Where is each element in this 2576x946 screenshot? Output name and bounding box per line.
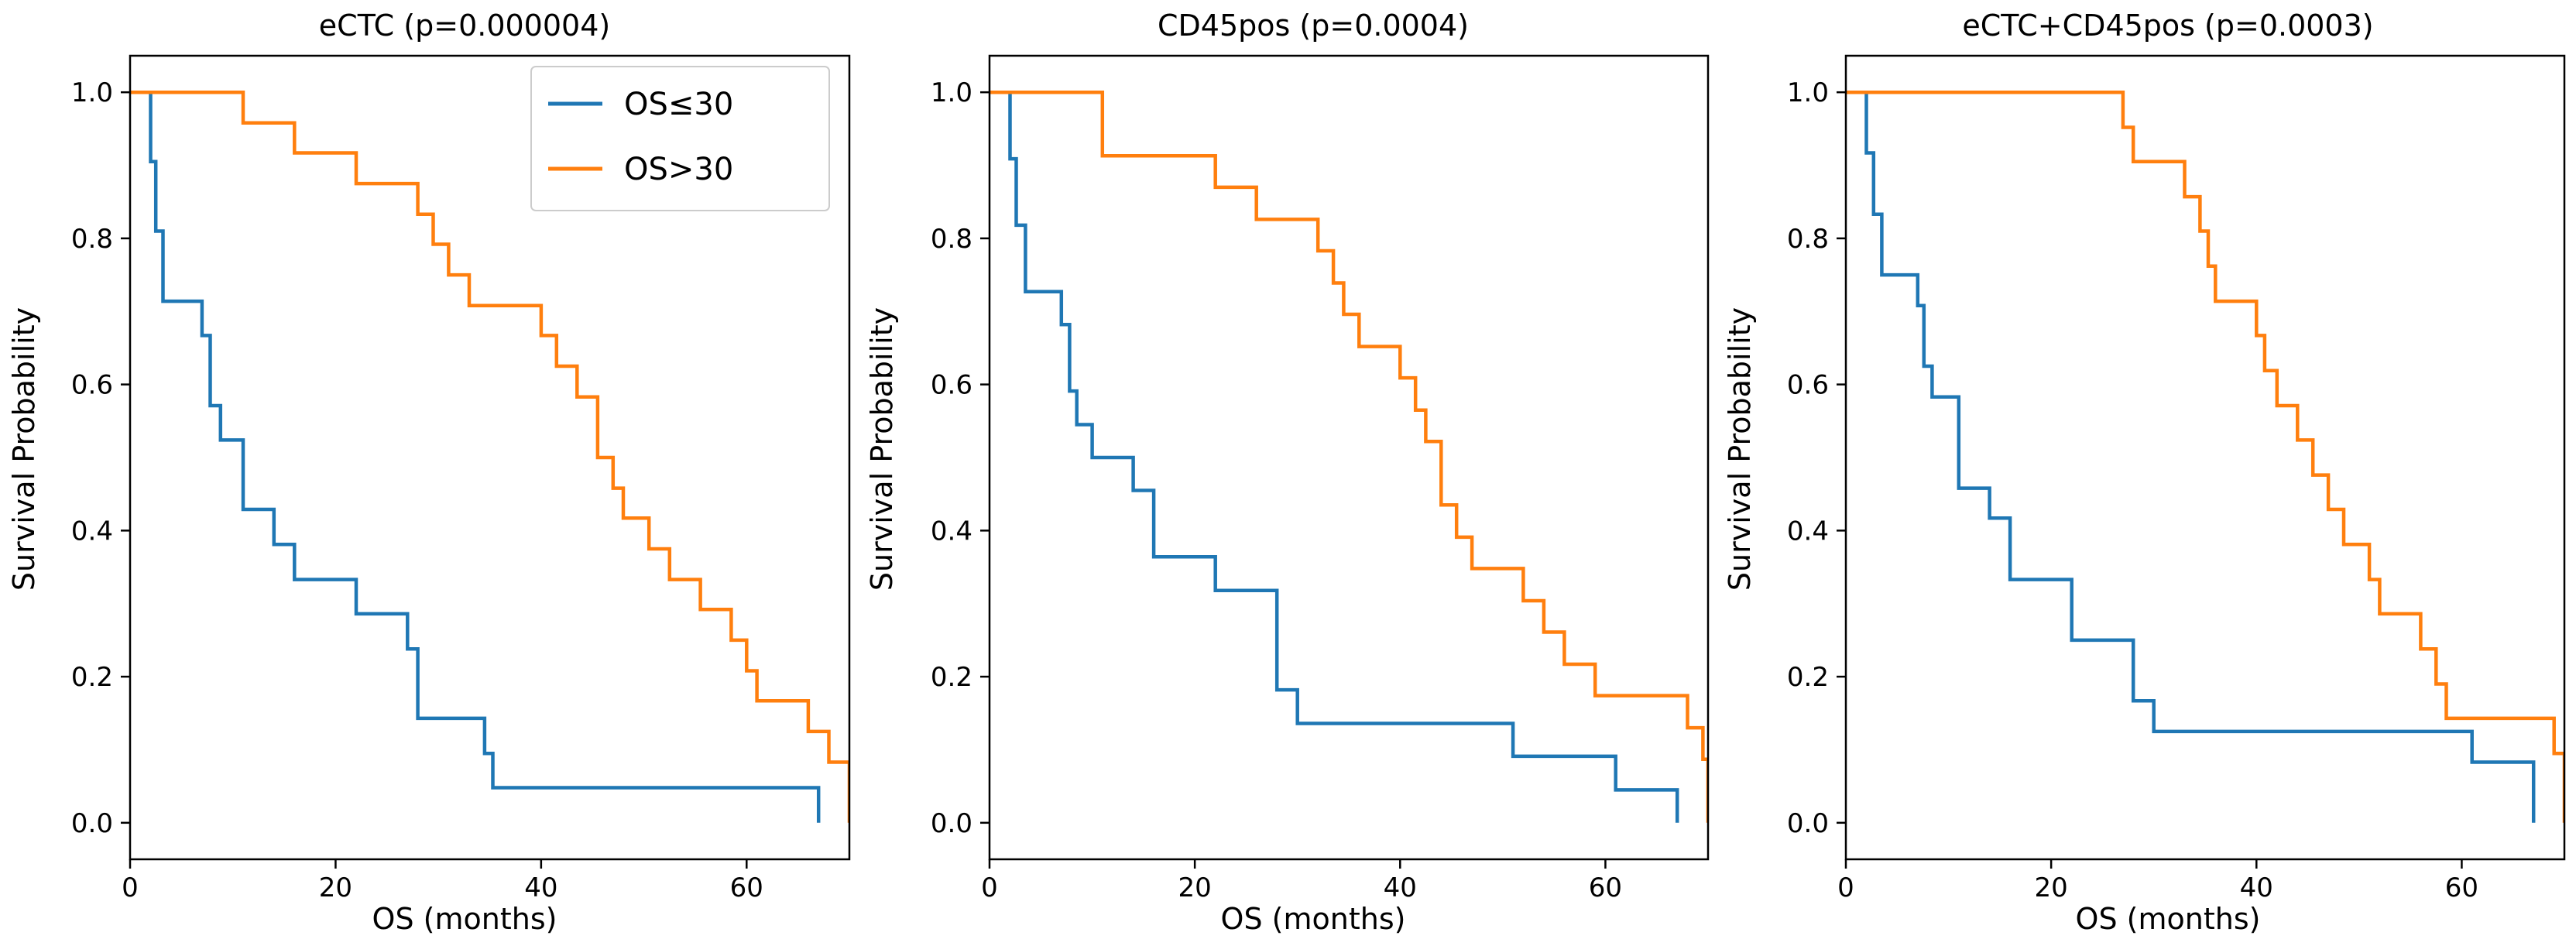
- y-tick-label: 0.8: [1787, 224, 1829, 255]
- y-tick-label: 0.0: [71, 808, 113, 839]
- y-axis-label: Survival Probability: [865, 307, 899, 591]
- series-line-os-gt-30: [130, 90, 849, 823]
- y-tick-label: 0.4: [1787, 516, 1829, 547]
- x-axis-label: OS (months): [2076, 902, 2261, 936]
- y-tick-label: 0.0: [931, 808, 972, 839]
- x-tick-label: 20: [2035, 872, 2068, 903]
- plot-frame: [988, 54, 1710, 861]
- x-tick-label: 60: [730, 872, 763, 903]
- x-tick-label: 40: [524, 872, 557, 903]
- y-tick-label: 0.6: [71, 370, 113, 401]
- x-tick-label: 0: [122, 872, 139, 903]
- x-tick-label: 60: [1589, 872, 1622, 903]
- y-tick-label: 0.0: [1787, 808, 1829, 839]
- x-tick-label: 0: [1837, 872, 1854, 903]
- x-axis-label: OS (months): [1221, 902, 1406, 936]
- legend-label-os-gt-30: OS>30: [624, 152, 733, 187]
- legend-frame: [530, 66, 830, 211]
- x-tick-label: 40: [1384, 872, 1417, 903]
- y-tick-label: 0.2: [1787, 662, 1829, 693]
- y-tick-label: 0.4: [71, 516, 113, 547]
- series-line-os-le-30: [1846, 90, 2536, 823]
- y-tick-label: 1.0: [1787, 77, 1829, 108]
- x-tick-label: 20: [319, 872, 352, 903]
- plot-frame: [1844, 54, 2566, 861]
- chart-title: eCTC (p=0.000004): [319, 9, 610, 43]
- y-tick-label: 1.0: [931, 77, 972, 108]
- y-tick-label: 0.6: [1787, 370, 1829, 401]
- chart-title: eCTC+CD45pos (p=0.0003): [1962, 9, 2373, 43]
- x-tick-label: 20: [1178, 872, 1212, 903]
- legend-label-os-le-30: OS≤30: [624, 87, 733, 122]
- y-tick-label: 0.2: [71, 662, 113, 693]
- series-line-os-gt-30: [1846, 90, 2564, 823]
- legend: OS≤30 OS>30: [530, 66, 830, 211]
- chart-title: CD45pos (p=0.0004): [1158, 9, 1469, 43]
- chart-panel-ectc: eCTC (p=0.000004) OS (months) Survival P…: [7, 9, 851, 936]
- series-line-os-le-30: [990, 90, 1679, 823]
- x-tick-label: 60: [2445, 872, 2478, 903]
- y-tick-label: 0.2: [931, 662, 972, 693]
- y-tick-label: 0.4: [931, 516, 972, 547]
- y-axis-label: Survival Probability: [1723, 307, 1757, 591]
- series-line-os-gt-30: [990, 90, 1708, 823]
- y-tick-label: 0.8: [931, 224, 972, 255]
- plot-frame: [129, 54, 851, 861]
- x-tick-label: 0: [981, 872, 998, 903]
- chart-panel-ectc-cd45pos: eCTC+CD45pos (p=0.0003) OS (months) Surv…: [1723, 9, 2566, 936]
- y-tick-label: 1.0: [71, 77, 113, 108]
- x-tick-label: 40: [2240, 872, 2273, 903]
- y-tick-label: 0.8: [71, 224, 113, 255]
- x-axis-label: OS (months): [372, 902, 557, 936]
- chart-panel-cd45pos: CD45pos (p=0.0004) OS (months) Survival …: [865, 9, 1710, 936]
- y-tick-label: 0.6: [931, 370, 972, 401]
- series-line-os-le-30: [130, 90, 821, 823]
- y-axis-label: Survival Probability: [7, 307, 41, 591]
